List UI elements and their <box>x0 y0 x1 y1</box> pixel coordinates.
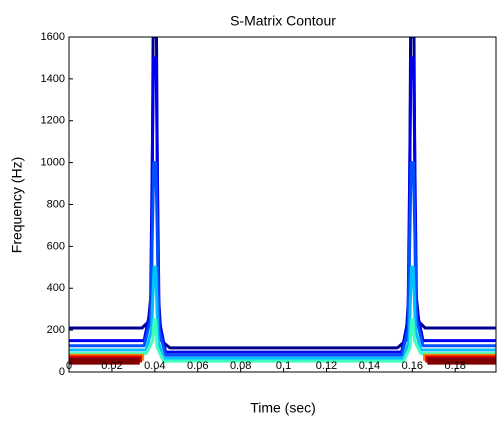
x-tick-label: 0.12 <box>316 360 337 372</box>
y-axis-label: Frequency (Hz) <box>9 157 25 253</box>
chart-title: S-Matrix Contour <box>230 13 336 29</box>
y-tick-label: 600 <box>47 240 65 252</box>
plot-frame <box>68 36 497 373</box>
x-tick-label: 0.18 <box>445 360 466 372</box>
contour-line <box>69 318 496 363</box>
y-tick-label: 400 <box>47 282 65 294</box>
y-tick-label: 200 <box>47 324 65 336</box>
contours <box>69 37 496 365</box>
contour-line <box>69 265 496 360</box>
y-tick-label: 1000 <box>41 157 65 169</box>
x-tick-label: 0.06 <box>187 360 208 372</box>
y-tick-label: 1400 <box>41 73 65 85</box>
x-tick-label: 0.14 <box>359 360 380 372</box>
x-tick-label: 0.16 <box>402 360 423 372</box>
plot-area <box>69 37 497 372</box>
y-tick-label: 0 <box>59 366 65 378</box>
y-tick-label: 1200 <box>41 115 65 127</box>
y-tick-label: 800 <box>47 198 65 210</box>
y-tick-label: 1600 <box>41 31 65 43</box>
x-tick-label: 0.04 <box>144 360 165 372</box>
x-axis-label: Time (sec) <box>250 400 316 416</box>
contour-line <box>69 161 496 357</box>
x-tick-label: 0.1 <box>276 360 291 372</box>
x-tick-label: 0.08 <box>230 360 251 372</box>
x-tick-label: 0.02 <box>101 360 122 372</box>
